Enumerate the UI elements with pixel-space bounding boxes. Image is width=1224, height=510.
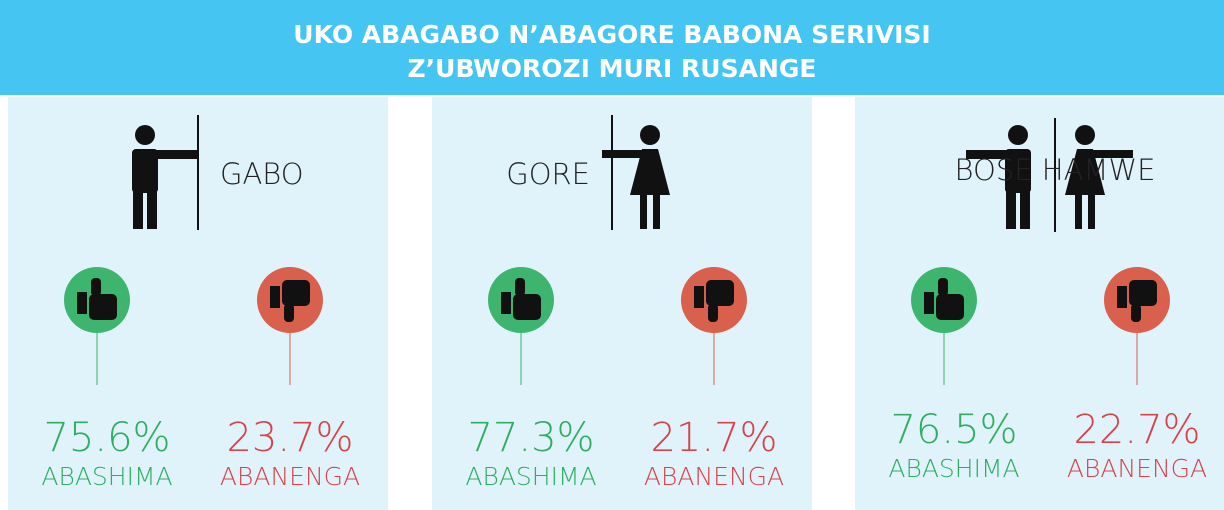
man-icon — [1006, 189, 1016, 229]
disapprove-value: 23.7% — [226, 415, 353, 461]
thumb-icon — [1131, 304, 1141, 322]
title-line: Z’UBWOROZI MURI RUSANGE — [408, 54, 817, 83]
thumb-icon — [284, 304, 294, 322]
man-icon — [147, 189, 157, 229]
approve-value: 77.3% — [467, 415, 594, 461]
man-icon — [132, 149, 158, 193]
woman-icon — [1075, 125, 1095, 145]
approve-label: ABASHIMA — [888, 454, 1019, 483]
title-line: UKO ABAGABO N’ABAGORE BABONA SERIVISI — [293, 20, 930, 49]
man-icon — [133, 189, 143, 229]
man-icon — [966, 150, 1018, 159]
panel-label: BOSE HAMWE — [955, 153, 1156, 187]
approve-label: ABASHIMA — [465, 462, 596, 491]
disapprove-value: 21.7% — [650, 415, 777, 461]
woman-icon — [640, 193, 647, 229]
disapprove-value: 22.7% — [1073, 407, 1200, 453]
man-icon — [135, 125, 155, 145]
thumb-icon — [708, 304, 718, 322]
disapprove-label: ABANENGA — [644, 462, 784, 491]
approve-value: 76.5% — [890, 407, 1017, 453]
approve-label: ABASHIMA — [41, 462, 172, 491]
man-icon — [1005, 149, 1031, 193]
approve-value: 75.6% — [43, 415, 170, 461]
thumb-icon — [1129, 280, 1157, 306]
disapprove-label: ABANENGA — [1067, 454, 1207, 483]
thumb-icon — [501, 292, 511, 314]
woman-icon — [1085, 150, 1133, 158]
woman-icon — [1075, 193, 1082, 229]
thumb-icon — [513, 294, 541, 320]
panel-label: GABO — [220, 157, 304, 191]
thumb-icon — [89, 294, 117, 320]
woman-icon — [630, 149, 670, 195]
thumb-icon — [282, 280, 310, 306]
thumb-icon — [1117, 286, 1127, 308]
man-icon — [1008, 125, 1028, 145]
panel-label: GORE — [506, 157, 590, 191]
thumb-icon — [936, 294, 964, 320]
woman-icon — [1065, 149, 1105, 195]
thumb-icon — [924, 292, 934, 314]
thumb-icon — [77, 292, 87, 314]
thumb-icon — [706, 280, 734, 306]
disapprove-label: ABANENGA — [220, 462, 360, 491]
thumb-icon — [938, 278, 948, 296]
header-band — [0, 0, 1224, 95]
thumb-icon — [515, 278, 525, 296]
woman-icon — [602, 150, 650, 158]
thumb-icon — [270, 286, 280, 308]
woman-icon — [1088, 193, 1095, 229]
thumb-icon — [694, 286, 704, 308]
thumb-icon — [91, 278, 101, 296]
man-icon — [1020, 189, 1030, 229]
woman-icon — [640, 125, 660, 145]
man-icon — [145, 150, 197, 159]
woman-icon — [653, 193, 660, 229]
